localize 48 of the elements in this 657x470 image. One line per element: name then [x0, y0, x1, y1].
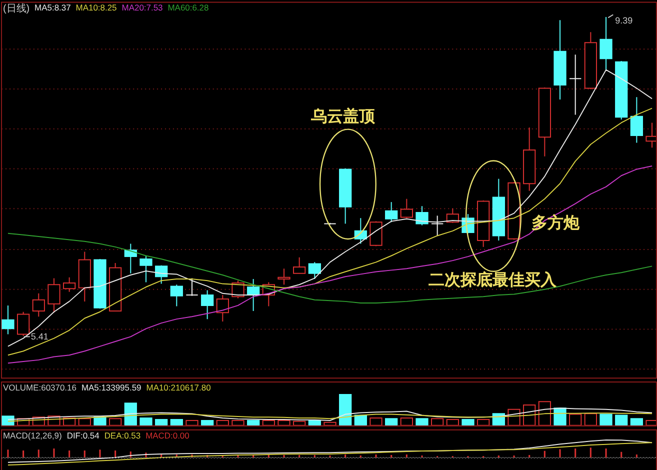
- bar: [170, 419, 183, 426]
- bar: [615, 414, 628, 426]
- text: MA5:133995.59: [81, 382, 142, 393]
- candlestick: [62, 276, 76, 292]
- bar: [339, 394, 352, 426]
- chart-title: MACD(12,26,9): [2, 430, 62, 440]
- candlestick: [16, 311, 30, 336]
- chart-title: (日线): [2, 2, 30, 15]
- text: DIF:0.54: [66, 430, 100, 440]
- annotation: 9.39: [615, 16, 633, 26]
- bar: [600, 414, 612, 426]
- bar: [246, 420, 260, 426]
- candlestick: [32, 292, 45, 318]
- candlestick: [416, 206, 428, 226]
- candlestick: [431, 215, 444, 236]
- candlestick: [2, 304, 14, 335]
- chart-title: VOLUME:60370.16: [2, 382, 77, 393]
- bar: [462, 419, 474, 426]
- candlestick: [308, 262, 321, 280]
- candlestick: [278, 268, 290, 286]
- candlestick: [140, 255, 152, 283]
- text: DEA:0.53: [104, 430, 141, 440]
- candlestick: [200, 290, 214, 320]
- bar: [416, 418, 428, 426]
- candlestick: [630, 96, 644, 144]
- bar: [140, 418, 152, 426]
- candlestick: [293, 256, 306, 274]
- candlestick: [400, 198, 413, 219]
- text: MA10:8.25: [76, 2, 118, 13]
- candlestick: [216, 294, 229, 322]
- bar: [200, 420, 214, 426]
- bar: [154, 419, 168, 426]
- annotation: 乌云盖顶: [310, 106, 376, 126]
- bar: [630, 418, 644, 426]
- text: MA20:7.53: [122, 2, 164, 13]
- candlestick: [48, 278, 60, 314]
- candlestick: [186, 278, 198, 296]
- candlestick: [600, 16, 612, 70]
- annotation: 二次探底最佳买入: [428, 270, 558, 289]
- series-label: MACD:0.00: [146, 430, 190, 440]
- text: MA60:6.28: [168, 2, 209, 13]
- candlestick: [385, 202, 398, 223]
- bar: [385, 418, 398, 426]
- candlestick: [569, 54, 582, 116]
- text: MA5:8.37: [34, 2, 72, 13]
- annotation: 5.41: [30, 332, 48, 342]
- candlestick: [170, 284, 183, 307]
- text: MA10:210617.80: [146, 382, 212, 393]
